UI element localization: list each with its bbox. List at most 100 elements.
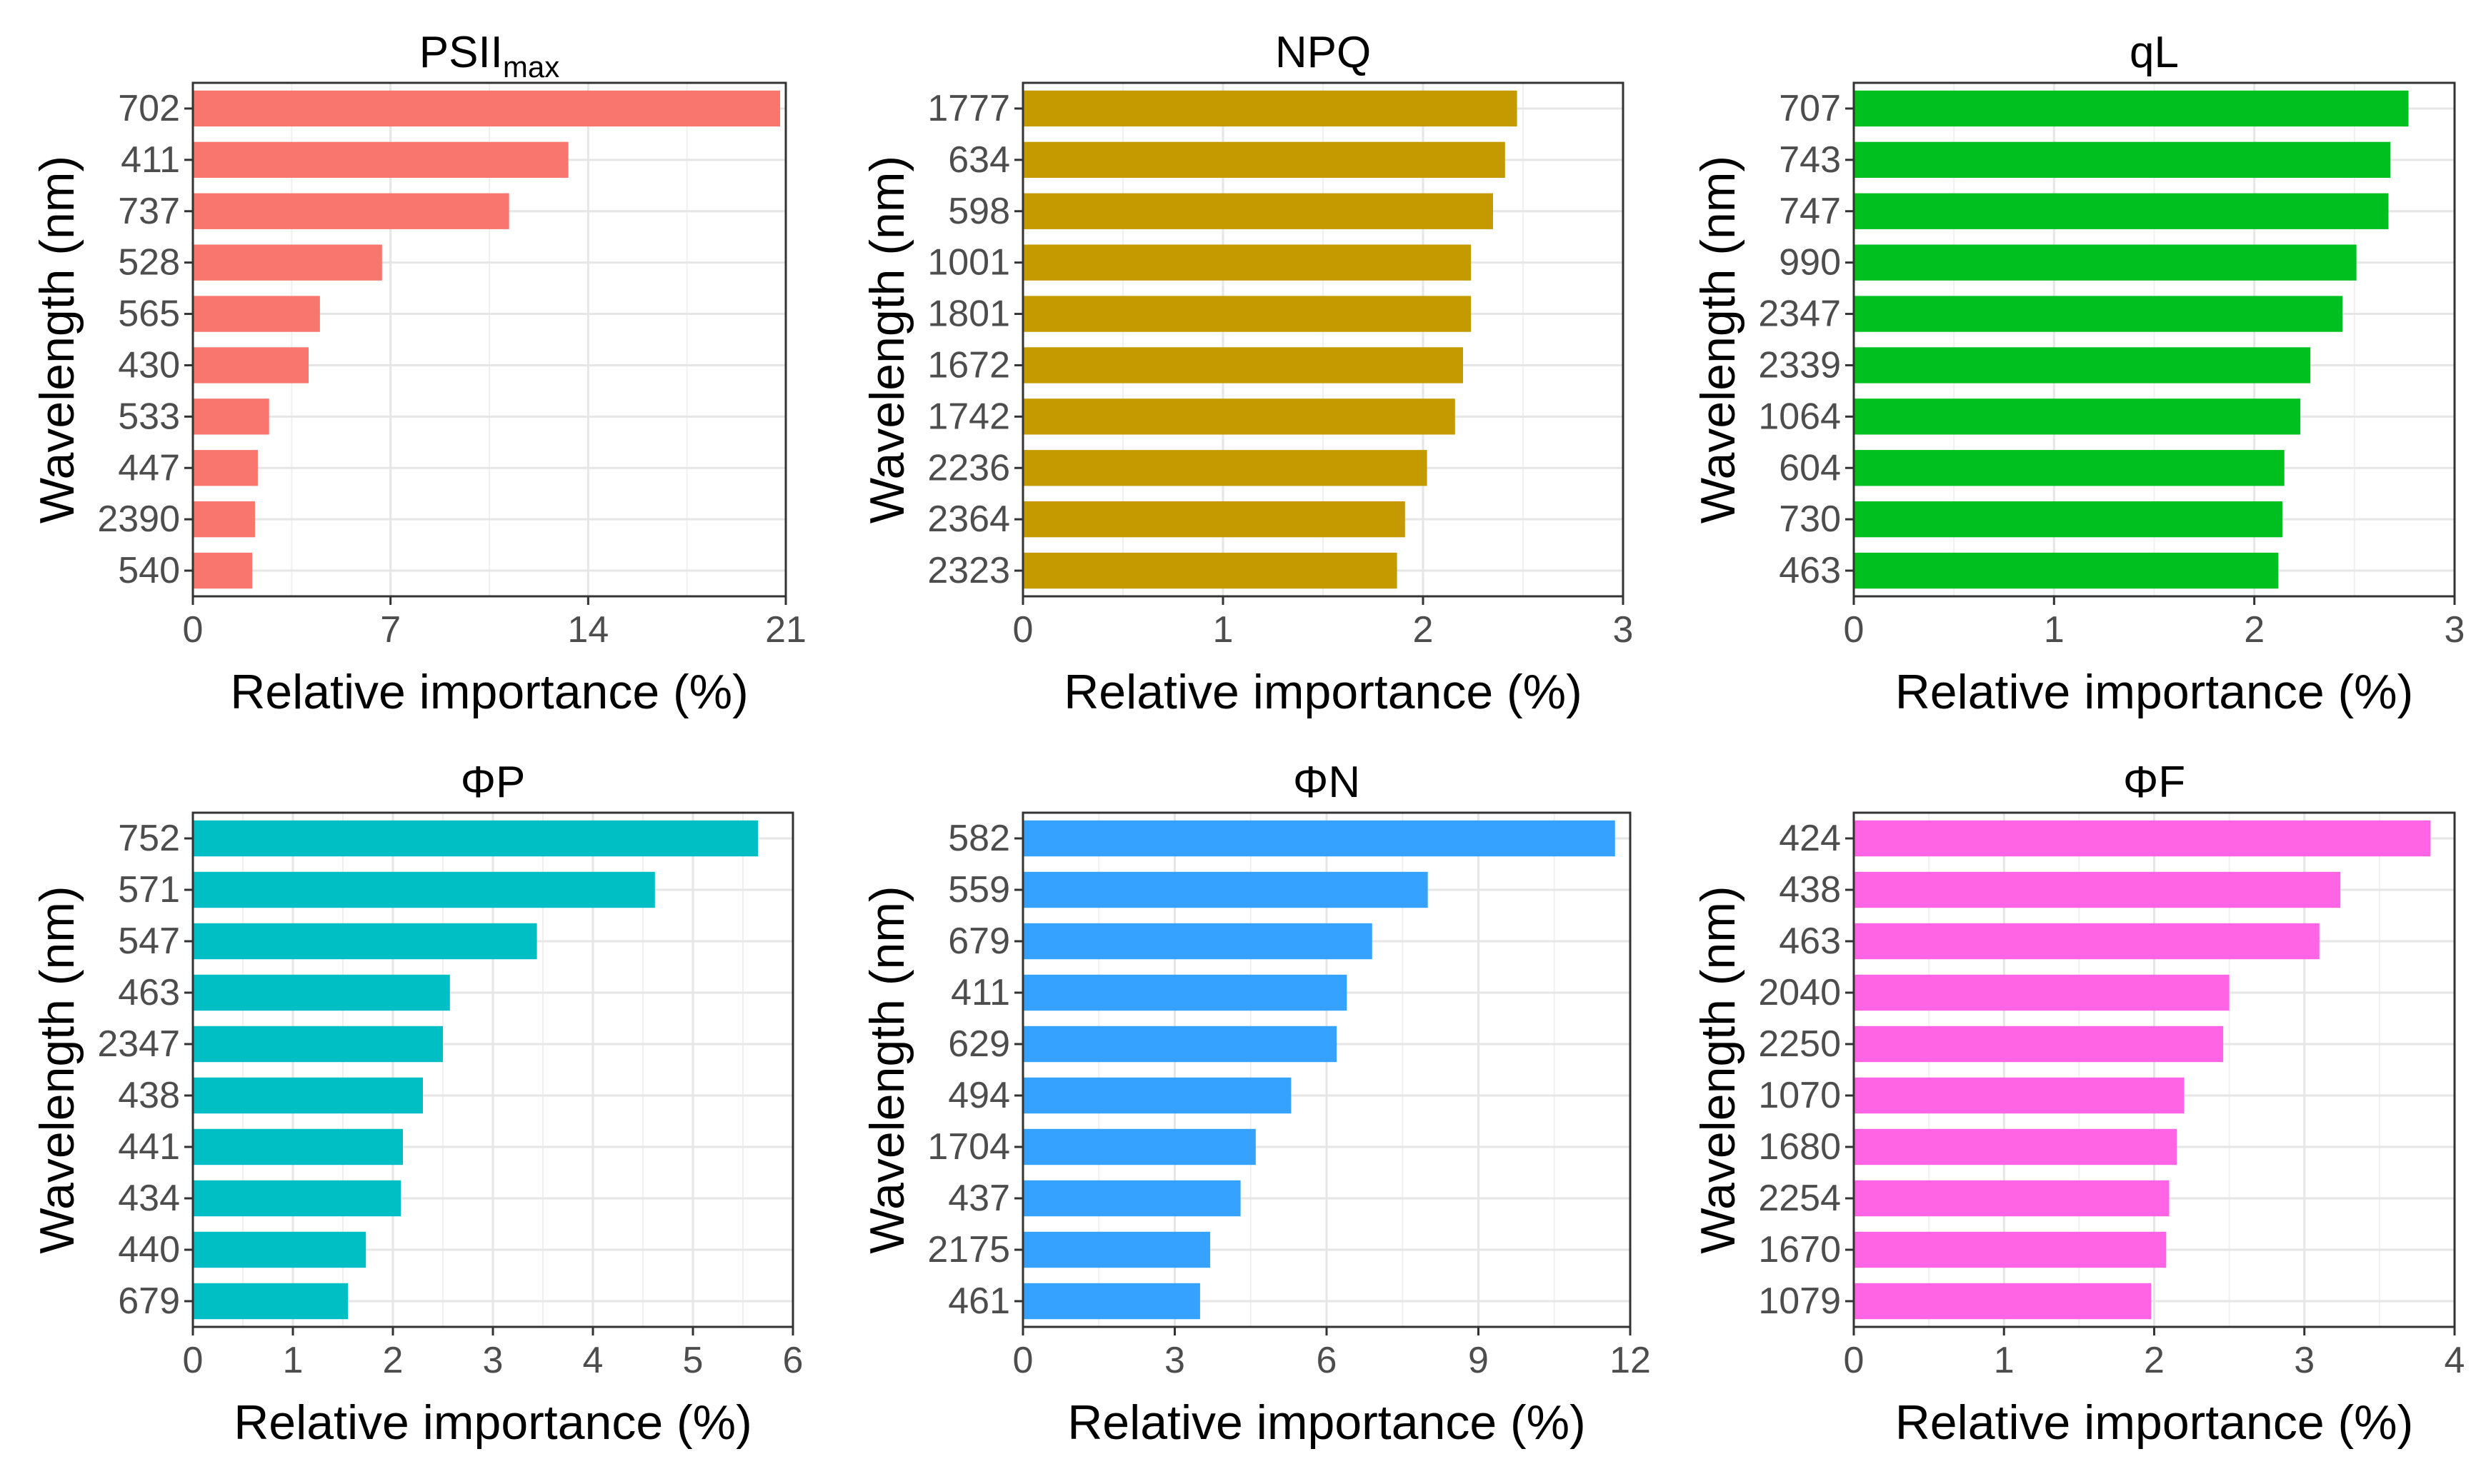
category-label: 1672: [927, 344, 1010, 386]
y-axis-title: Wavelength (nm): [1691, 886, 1745, 1253]
category-label: 1670: [1758, 1229, 1841, 1270]
bar-679: [1023, 923, 1372, 960]
x-tick-label: 1: [1213, 609, 1234, 651]
category-label: 533: [118, 396, 180, 437]
bar-1801: [1023, 296, 1472, 332]
bar-565: [193, 296, 320, 332]
bar-752: [193, 820, 758, 857]
category-label: 447: [118, 447, 180, 488]
category-label: 1801: [927, 294, 1010, 335]
bar-737: [193, 193, 509, 229]
category-label: 411: [121, 139, 180, 181]
category-label: 434: [118, 1178, 180, 1219]
y-axis-title: Wavelength (nm): [860, 156, 914, 523]
category-label: 2347: [1758, 294, 1841, 335]
panel-title-subscript: max: [503, 50, 559, 84]
category-label: 2364: [927, 498, 1010, 540]
bar-730: [1854, 501, 2282, 538]
bar-2175: [1023, 1231, 1211, 1268]
category-label: 540: [118, 550, 180, 591]
y-axis-title: Wavelength (nm): [1691, 156, 1745, 523]
x-tick-label: 3: [2294, 1340, 2315, 1381]
category-label: 752: [118, 818, 180, 859]
bar-1001: [1023, 244, 1472, 281]
x-tick-label: 2: [383, 1340, 404, 1381]
bar-1704: [1023, 1128, 1256, 1165]
panel-title-main: PSII: [419, 28, 503, 77]
bar-437: [1023, 1180, 1241, 1217]
bar-430: [193, 347, 309, 383]
category-label: 565: [118, 294, 180, 335]
bar-533: [193, 398, 269, 435]
bar-2347: [1854, 296, 2343, 332]
category-label: 2236: [927, 447, 1010, 488]
bar-743: [1854, 141, 2391, 179]
plot-frame: [191, 81, 787, 598]
bar-2364: [1023, 501, 1405, 538]
bar-2254: [1854, 1180, 2170, 1217]
category-label: 2323: [927, 550, 1010, 591]
x-tick-label: 1: [283, 1340, 304, 1381]
category-label: 2347: [97, 1023, 180, 1065]
category-label: 1001: [927, 242, 1010, 284]
bar-528: [193, 244, 382, 281]
category-label: 528: [118, 242, 180, 284]
category-label: 604: [1779, 447, 1841, 488]
x-tick-label: 2: [2144, 1340, 2165, 1381]
bar-1070: [1854, 1077, 2185, 1114]
category-label: 1079: [1758, 1280, 1841, 1322]
bar-571: [193, 871, 655, 908]
bar-463: [1854, 552, 2279, 589]
panel-title: ΦF: [2123, 758, 2185, 807]
bar-1064: [1854, 398, 2301, 435]
panel-title-main: NPQ: [1275, 28, 1371, 77]
category-label: 440: [118, 1229, 180, 1270]
bar-1672: [1023, 347, 1463, 383]
x-tick-label: 3: [1613, 609, 1634, 651]
bar-494: [1023, 1077, 1292, 1114]
bar-434: [193, 1180, 401, 1217]
category-label: 2175: [927, 1229, 1010, 1270]
x-axis-title: Relative importance (%): [234, 1395, 752, 1450]
category-label: 571: [118, 869, 180, 911]
bar-990: [1854, 244, 2357, 281]
bar-629: [1023, 1026, 1337, 1063]
x-tick-label: 21: [765, 609, 807, 651]
bar-2236: [1023, 450, 1427, 486]
category-label: 438: [118, 1075, 180, 1116]
category-label: 707: [1779, 88, 1841, 129]
category-label: 559: [948, 869, 1010, 911]
category-label: 438: [1779, 869, 1841, 911]
bar-1680: [1854, 1128, 2177, 1165]
category-label: 1742: [927, 396, 1010, 437]
panel-title: PSIImax: [419, 28, 560, 84]
x-tick-label: 12: [1609, 1340, 1651, 1381]
category-label: 629: [948, 1023, 1010, 1065]
x-tick-label: 0: [183, 609, 204, 651]
category-label: 411: [951, 972, 1010, 1013]
x-tick-label: 3: [2445, 609, 2465, 651]
category-label: 2390: [97, 498, 180, 540]
category-label: 463: [118, 972, 180, 1013]
bar-424: [1854, 820, 2431, 857]
bar-411: [193, 141, 569, 179]
y-axis-title: Wavelength (nm): [30, 886, 84, 1253]
bar-702: [193, 90, 781, 127]
bar-707: [1854, 90, 2409, 127]
x-tick-label: 14: [567, 609, 609, 651]
category-label: 1070: [1758, 1075, 1841, 1116]
category-label: 1704: [927, 1126, 1010, 1168]
y-axis-title: Wavelength (nm): [30, 156, 84, 523]
category-label: 2254: [1758, 1178, 1841, 1219]
category-label: 441: [118, 1126, 180, 1168]
x-tick-label: 1: [2044, 609, 2065, 651]
category-label: 494: [948, 1075, 1010, 1116]
bar-440: [193, 1231, 366, 1268]
bar-463: [193, 974, 450, 1011]
bar-679: [193, 1283, 348, 1320]
